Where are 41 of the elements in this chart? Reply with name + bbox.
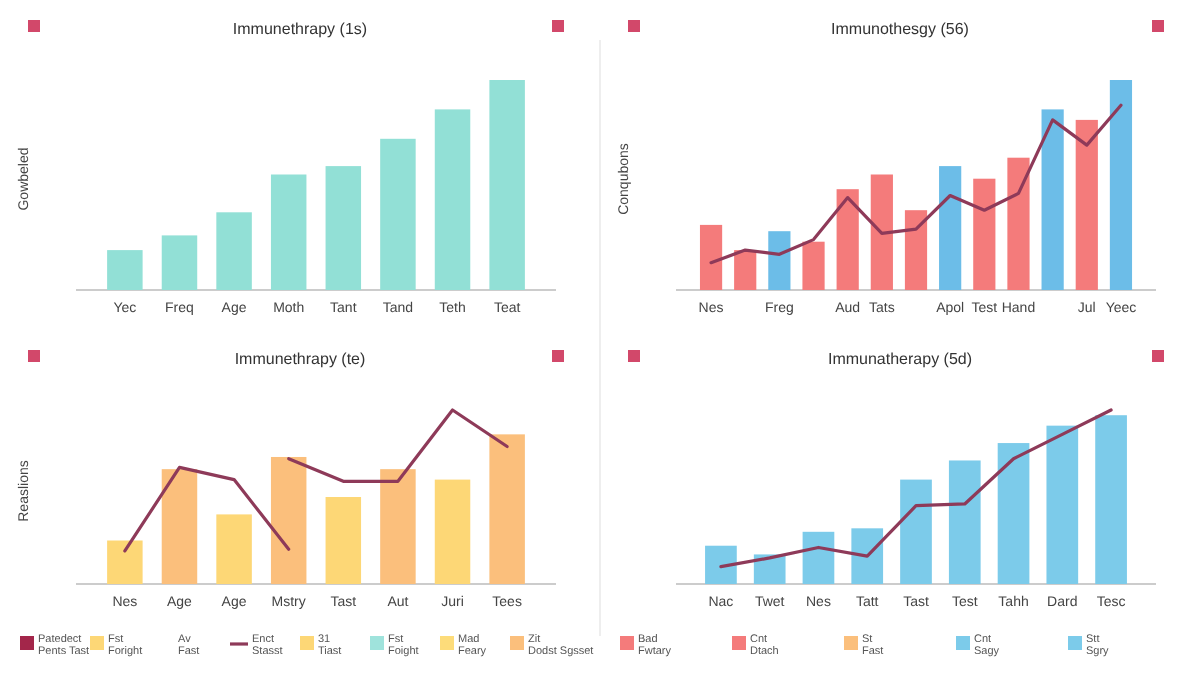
bar <box>1075 119 1098 290</box>
bar <box>768 231 791 290</box>
bar <box>904 210 928 290</box>
bar <box>699 224 723 290</box>
bar <box>107 250 143 290</box>
chart-title: Immunethrapy (te) <box>234 350 367 368</box>
bar <box>973 178 996 290</box>
bar <box>802 241 825 290</box>
bar <box>107 540 143 584</box>
bar <box>325 497 362 584</box>
bar <box>870 174 893 290</box>
bar <box>489 434 525 584</box>
bar <box>216 514 252 584</box>
bar <box>380 138 416 290</box>
chart-title: Immunethrapy (1s) <box>232 20 368 38</box>
bar <box>900 479 932 584</box>
bar <box>1046 425 1079 584</box>
bar <box>434 109 471 290</box>
bar <box>434 479 471 584</box>
bar <box>1041 109 1064 290</box>
bar <box>836 189 859 290</box>
bar <box>1109 80 1133 290</box>
bar <box>997 443 1030 584</box>
chart-title: Immunatherapy (5d) <box>827 350 973 368</box>
chart-title: Immunothesgy (56) <box>831 20 970 38</box>
bar <box>270 456 307 584</box>
bar <box>948 460 981 584</box>
bar <box>1007 157 1030 290</box>
bar <box>939 166 962 290</box>
bar <box>161 235 198 290</box>
bar <box>802 531 835 584</box>
bar <box>705 545 737 584</box>
bar <box>1095 415 1127 584</box>
bar <box>734 250 757 290</box>
bar <box>216 212 252 290</box>
bar <box>851 528 884 584</box>
bar <box>325 166 362 290</box>
bar <box>489 80 525 290</box>
bar <box>380 469 416 584</box>
bar <box>270 174 307 290</box>
bar <box>161 469 198 584</box>
